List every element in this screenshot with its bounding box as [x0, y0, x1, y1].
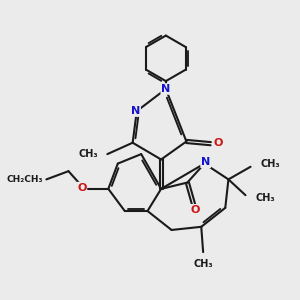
Text: CH₃: CH₃ — [256, 193, 275, 203]
Text: O: O — [213, 138, 222, 148]
Text: O: O — [77, 183, 86, 193]
Text: CH₃: CH₃ — [193, 259, 213, 269]
Text: N: N — [161, 84, 170, 94]
Text: O: O — [190, 205, 200, 215]
Text: CH₃: CH₃ — [261, 159, 280, 169]
Text: CH₂CH₃: CH₂CH₃ — [7, 175, 43, 184]
Text: N: N — [131, 106, 140, 116]
Text: CH₃: CH₃ — [79, 149, 98, 159]
Text: N: N — [201, 157, 210, 167]
